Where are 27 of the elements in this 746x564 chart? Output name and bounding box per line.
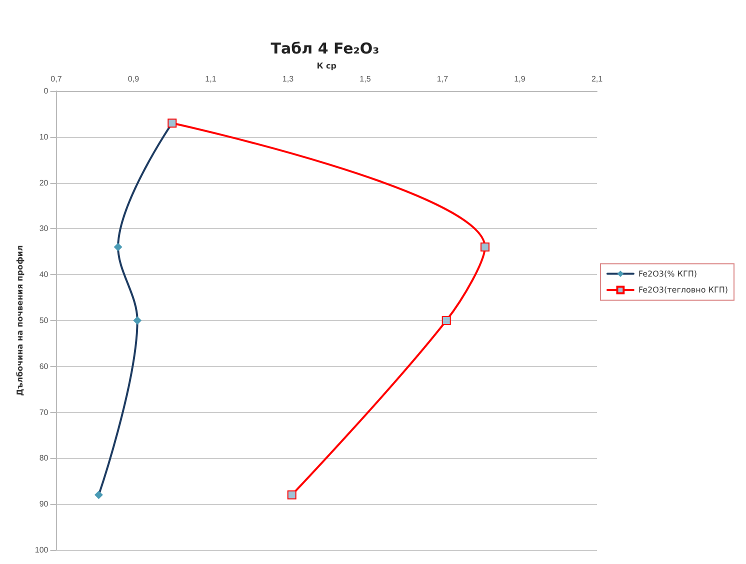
point [480,242,490,252]
point [442,316,451,325]
x-tick-label: 1,5 [360,74,372,84]
x-tick-label: 0,9 [128,74,140,84]
y-axis-title: Дълбочина на почвения профил [16,244,24,396]
y-tick-label: 80 [39,454,49,463]
legend-label: Fe2O3(% КГП) [638,269,697,278]
x-tick-label: 1,7 [436,74,449,84]
chart-title: Табл 4 Fe₂O₃ [270,40,380,58]
y-tick-label: 100 [34,546,49,554]
x-tick-label: 1,1 [205,74,217,84]
y-tick-label: 40 [39,270,49,280]
y-tick-label: 60 [39,362,49,371]
x-axis-title: К ср [316,62,337,71]
legend-label: Fe2O3(тегловно КГП) [638,286,728,294]
point [287,490,296,500]
y-tick-label: 10 [39,132,49,142]
x-tick-label: 1,9 [514,74,526,84]
x-tick-label: 1,3 [282,74,294,84]
x-tick-label: 2,1 [591,74,604,84]
y-tick-label: 30 [39,224,49,234]
y-tick-label: 20 [39,178,49,188]
y-tick-label: 70 [39,408,49,417]
y-tick-label: 0 [44,86,49,96]
x-tick-label: 0,7 [50,74,62,84]
y-tick-label: 90 [39,500,49,509]
y-tick-label: 50 [39,316,49,325]
